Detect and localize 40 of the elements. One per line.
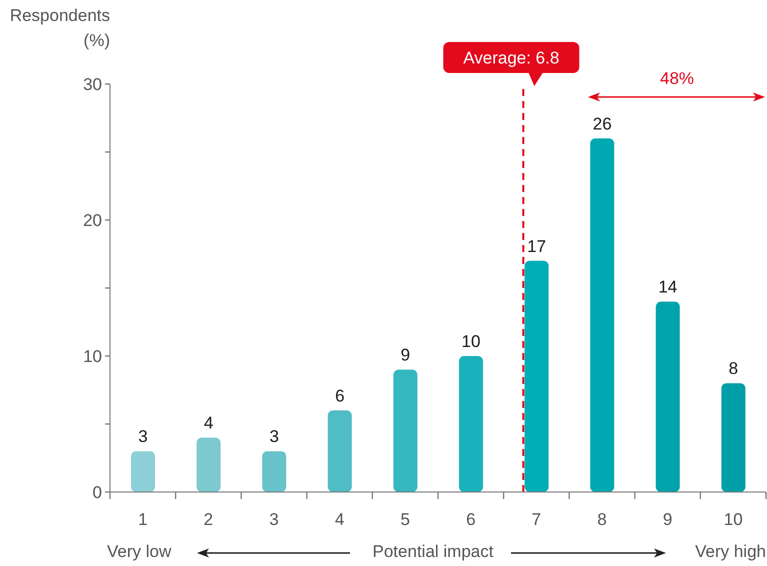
x-tick-label: 6	[466, 510, 476, 529]
ref-line-label: Average: 6.8	[463, 48, 560, 68]
bar	[393, 370, 418, 492]
data-label: 17	[527, 236, 546, 256]
bar	[196, 438, 221, 492]
bar	[262, 451, 286, 492]
data-label: 10	[462, 332, 480, 351]
text: Very low	[107, 541, 172, 563]
bar	[656, 302, 680, 492]
x-tick-label: 3	[269, 510, 279, 529]
bar	[590, 138, 614, 492]
data-label: 6	[335, 386, 345, 406]
y-axis-title: Respondents (%)	[8, 5, 110, 52]
x-tick-label: 2	[204, 510, 214, 529]
x-tick-label: 8	[597, 510, 607, 529]
data-label: 3	[269, 427, 279, 446]
bar	[131, 451, 155, 492]
data-label: 4	[204, 414, 214, 433]
data-label: 26	[592, 114, 612, 134]
text: Very high	[695, 541, 766, 563]
x-tick-label: 9	[662, 510, 672, 529]
x-tick-label: 10	[724, 510, 743, 529]
bar	[328, 410, 352, 492]
x-tick-label: 4	[334, 510, 344, 529]
y-tick-label: 20	[83, 211, 102, 230]
x-tick-label: 1	[138, 510, 148, 529]
bar	[524, 260, 549, 492]
y-tick-label: 30	[83, 75, 102, 94]
data-label: 8	[728, 359, 738, 378]
y-tick-label: 0	[92, 483, 102, 502]
data-label: 9	[400, 346, 410, 365]
x-tick-label: 7	[532, 510, 542, 529]
annotation: 48%	[658, 68, 696, 90]
data-label: 14	[658, 278, 678, 297]
bar	[721, 383, 746, 492]
y-tick-label: 10	[83, 347, 102, 366]
x-axis-title: Potential impact	[372, 541, 494, 563]
bar	[459, 356, 483, 492]
data-label: 3	[138, 427, 148, 446]
x-tick-label: 5	[400, 510, 410, 529]
